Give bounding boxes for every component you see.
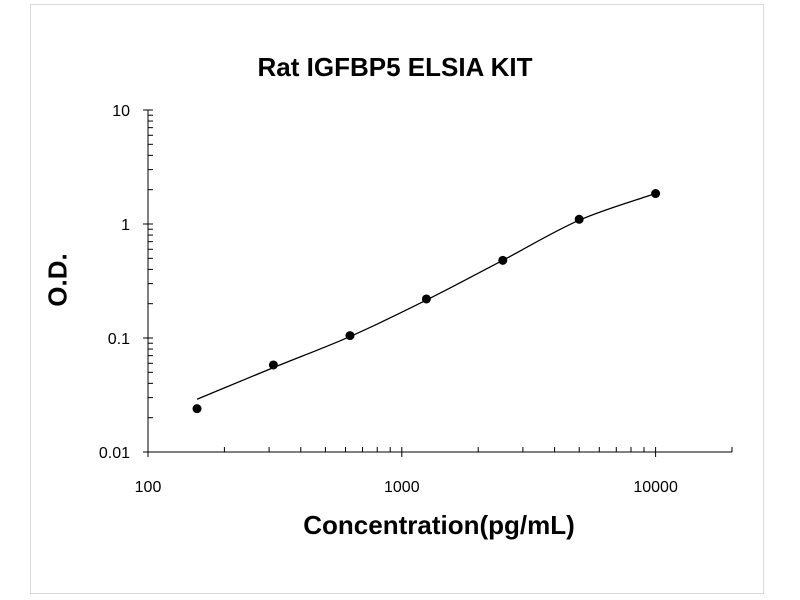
chart-frame <box>30 4 764 594</box>
data-point <box>345 331 355 341</box>
data-point <box>651 189 661 199</box>
y-tick-label: 10 <box>112 103 130 120</box>
y-tick-label: 1 <box>121 217 130 234</box>
data-point <box>498 255 508 265</box>
x-tick-label: 10000 <box>633 479 678 496</box>
data-point <box>192 404 202 414</box>
chart-title: Rat IGFBP5 ELSIA KIT <box>257 52 533 82</box>
x-axis-label: Concentration(pg/mL) <box>303 510 575 540</box>
ticks-group: 0.01 0.1 1 10 100 1000 10000 <box>99 103 733 496</box>
x-tick-label: 100 <box>135 479 162 496</box>
data-point <box>421 294 431 304</box>
axes-group <box>147 110 732 453</box>
data-points-group <box>192 189 661 414</box>
y-tick-label: 0.1 <box>108 331 130 348</box>
data-point <box>268 360 278 370</box>
y-tick-label: 0.01 <box>99 445 130 462</box>
data-point <box>574 214 584 224</box>
x-tick-label: 1000 <box>384 479 420 496</box>
